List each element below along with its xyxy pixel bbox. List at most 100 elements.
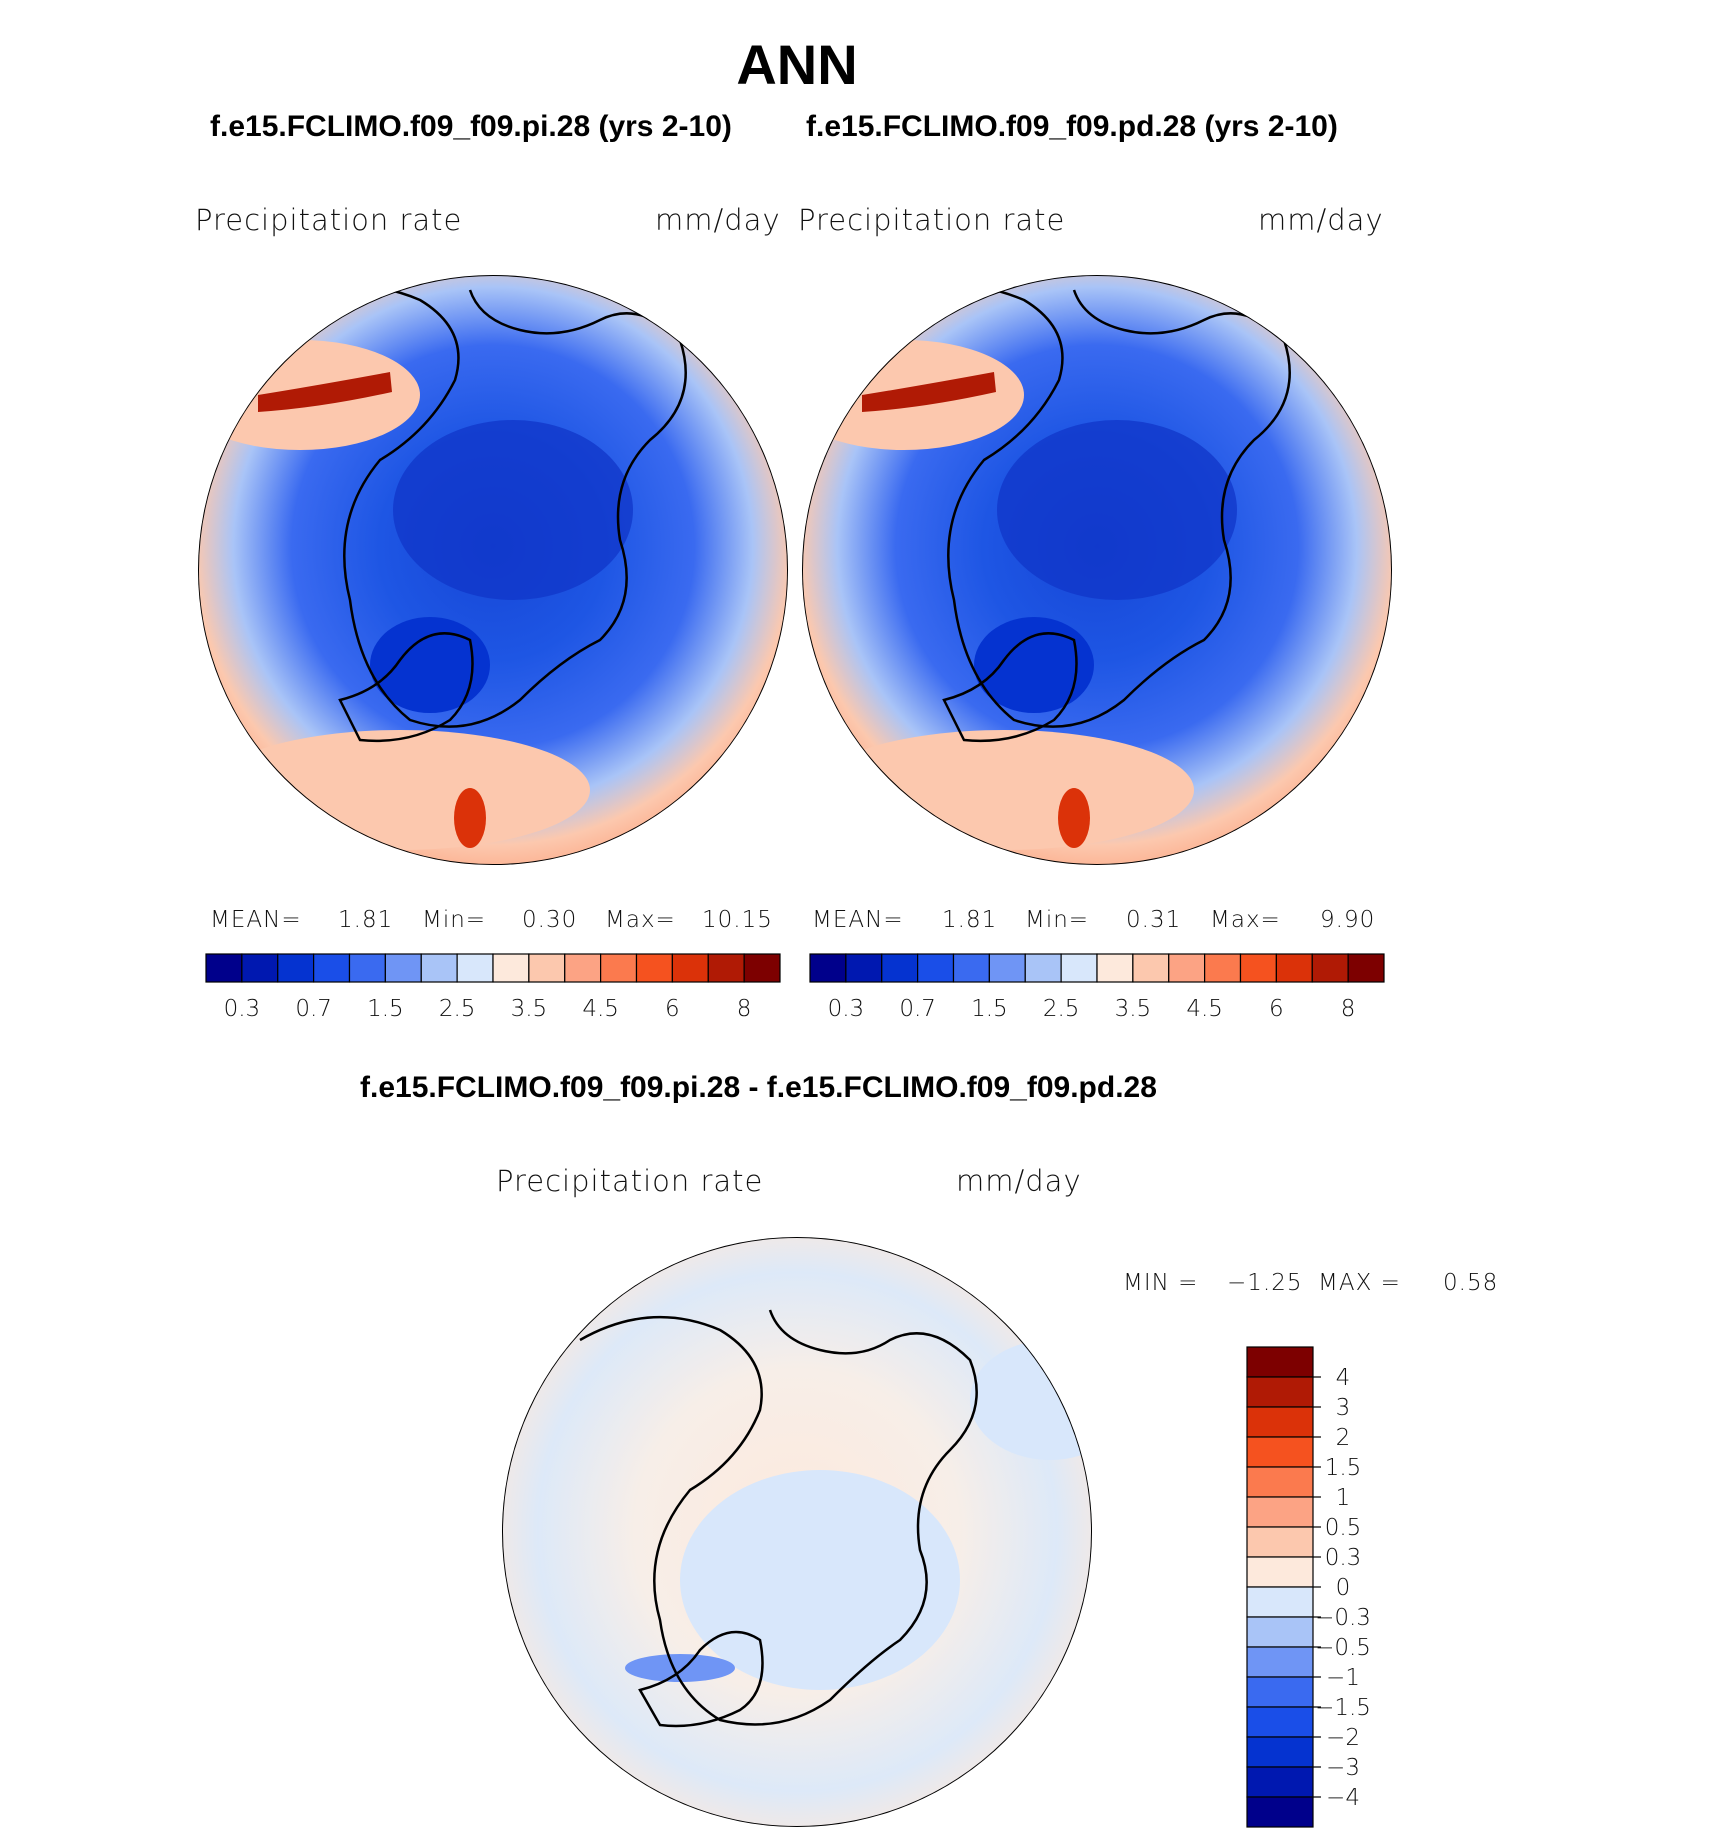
right-colorbar-tick-label: 0.7 <box>899 996 936 1022</box>
right-colorbar-tick-label: 4.5 <box>1186 996 1223 1022</box>
difference-colorbar-tick-label: −1.5 <box>1315 1695 1371 1721</box>
difference-colorbar-swatch <box>1246 1736 1314 1768</box>
difference-colorbar-swatch <box>1246 1466 1314 1498</box>
right-max-value: 9.90 <box>1320 907 1376 933</box>
difference-colorbar-tick-label: 0.5 <box>1325 1515 1362 1541</box>
left-colorbar-tick-label: 4.5 <box>582 996 619 1022</box>
difference-colorbar-swatch <box>1246 1496 1314 1528</box>
right-colorbar-swatch <box>1275 953 1313 983</box>
right-storm-track <box>862 372 996 412</box>
right-colorbar-swatch <box>1132 953 1170 983</box>
left-colorbar-tick-label: 6 <box>665 996 680 1022</box>
left-colorbar-swatch <box>707 953 745 983</box>
left-colorbar-tick-label: 2.5 <box>439 996 476 1022</box>
right-colorbar-swatch <box>881 953 919 983</box>
left-panel-case-title: f.e15.FCLIMO.f09_f09.pi.28 (yrs 2-10) <box>210 110 732 143</box>
difference-ne-negative <box>970 1340 1092 1460</box>
left-colorbar: 0.3 0.7 1.5 2.5 3.5 4.5 6 8 <box>205 953 781 1022</box>
left-colorbar-tick-label: 0.3 <box>224 996 261 1022</box>
left-colorbar-tick-label: 3.5 <box>511 996 548 1022</box>
difference-min-value: −1.25 <box>1227 1270 1303 1296</box>
right-colorbar: 0.3 0.7 1.5 2.5 3.5 4.5 6 8 <box>809 953 1385 1022</box>
left-max-label: Max= <box>605 907 676 933</box>
left-colorbar-tick-label: 1.5 <box>367 996 404 1022</box>
difference-colorbar-tick-label: −4 <box>1326 1785 1360 1811</box>
difference-colorbar-tick-label: 0 <box>1336 1575 1351 1601</box>
difference-colorbar-swatch <box>1246 1346 1314 1378</box>
difference-colorbar-swatch <box>1246 1616 1314 1648</box>
difference-colorbar-swatch <box>1246 1556 1314 1588</box>
left-colorbar-tick-label: 8 <box>737 996 752 1022</box>
difference-colorbar-tick-label: −1 <box>1326 1665 1360 1691</box>
difference-colorbar-tick-label: −3 <box>1326 1755 1360 1781</box>
right-colorbar-swatch <box>1311 953 1349 983</box>
difference-units: mm/day <box>956 1164 1082 1198</box>
right-arctic-core <box>997 420 1237 600</box>
right-colorbar-swatch <box>809 953 847 983</box>
difference-colorbar-tick-label: 1 <box>1336 1485 1351 1511</box>
difference-variable: Precipitation rate <box>496 1164 764 1198</box>
left-panel-units: mm/day <box>655 203 781 237</box>
difference-colorbar-swatch <box>1246 1406 1314 1438</box>
difference-colorbar: 4 3 2 1.5 1 0.5 0.3 0 −0.3 −0.5 −1 −1.5 −2 −3 −4 <box>1246 1346 1371 1828</box>
difference-greenland-coast <box>638 1630 764 1728</box>
right-colorbar-tick-label: 3.5 <box>1115 996 1152 1022</box>
left-colorbar-swatch <box>528 953 566 983</box>
right-panel-case-title: f.e15.FCLIMO.f09_f09.pd.28 (yrs 2-10) <box>806 110 1338 143</box>
left-colorbar-swatch <box>600 953 638 983</box>
right-panel-variable: Precipitation rate <box>798 203 1066 237</box>
left-max-value: 10.15 <box>702 907 773 933</box>
difference-colorbar-swatch <box>1246 1796 1314 1828</box>
difference-max-label: MAX = <box>1318 1270 1401 1296</box>
difference-colorbar-swatch <box>1246 1526 1314 1558</box>
left-colorbar-swatch <box>671 953 709 983</box>
left-greenland-coast <box>338 632 474 743</box>
left-panel-variable: Precipitation rate <box>195 203 463 237</box>
difference-colorbar-tick-label: −0.3 <box>1315 1605 1371 1631</box>
difference-colorbar-swatch <box>1246 1646 1314 1678</box>
right-colorbar-swatch <box>952 953 990 983</box>
right-max-label: Max= <box>1210 907 1281 933</box>
right-colorbar-tick-label: 1.5 <box>971 996 1008 1022</box>
difference-colorbar-swatch <box>1246 1376 1314 1408</box>
left-mean-value: 1.81 <box>338 907 394 933</box>
right-mean-label: MEAN= <box>812 907 904 933</box>
right-atlantic-band <box>814 730 1194 850</box>
left-colorbar-swatch <box>313 953 351 983</box>
right-colorbar-swatch <box>1096 953 1134 983</box>
right-colorbar-swatch <box>1239 953 1277 983</box>
difference-colorbar-tick-label: 4 <box>1336 1365 1351 1391</box>
left-greenland-dry <box>370 617 490 713</box>
difference-greenland-negative <box>625 1654 735 1682</box>
left-colorbar-swatch <box>635 953 673 983</box>
left-colorbar-tick-label: 0.7 <box>295 996 332 1022</box>
left-min-label: Min= <box>422 907 487 933</box>
right-colorbar-tick-label: 6 <box>1269 996 1284 1022</box>
right-greenland-dry <box>974 617 1094 713</box>
difference-colorbar-tick-label: −2 <box>1326 1725 1360 1751</box>
page-title: ANN <box>736 33 858 96</box>
left-coastline <box>269 283 687 728</box>
right-colorbar-swatch <box>1060 953 1098 983</box>
difference-central-negative <box>680 1470 960 1690</box>
left-colorbar-swatch <box>277 953 315 983</box>
difference-colorbar-tick-label: 3 <box>1336 1395 1351 1421</box>
left-arctic-core <box>393 420 633 600</box>
right-colorbar-tick-label: 2.5 <box>1043 996 1080 1022</box>
difference-colorbar-swatch <box>1246 1436 1314 1468</box>
right-coastline <box>873 283 1291 728</box>
left-colorbar-swatch <box>564 953 602 983</box>
left-norway-max <box>454 788 486 848</box>
left-colorbar-swatch <box>348 953 386 983</box>
right-colorbar-tick-label: 0.3 <box>828 996 865 1022</box>
left-colorbar-swatch <box>241 953 279 983</box>
left-min-value: 0.30 <box>522 907 578 933</box>
right-colorbar-swatch <box>845 953 883 983</box>
difference-colorbar-tick-label: 1.5 <box>1325 1455 1362 1481</box>
left-precip-map <box>198 275 788 865</box>
right-colorbar-swatch <box>917 953 955 983</box>
left-colorbar-swatch <box>456 953 494 983</box>
right-colorbar-swatch <box>988 953 1026 983</box>
left-colorbar-swatch <box>384 953 422 983</box>
right-min-label: Min= <box>1025 907 1090 933</box>
